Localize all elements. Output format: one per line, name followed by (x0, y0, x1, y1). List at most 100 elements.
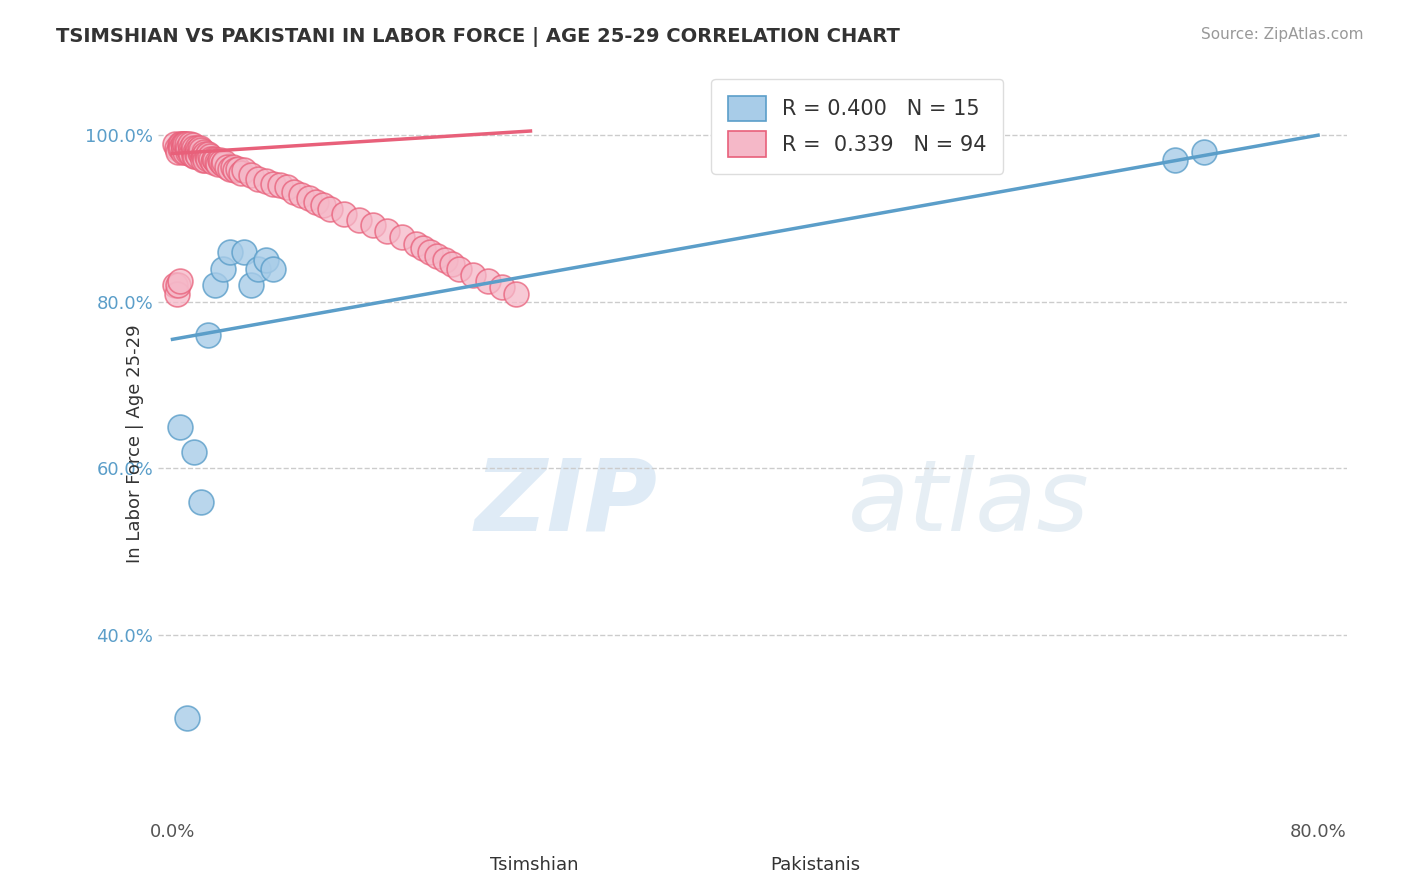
Point (187, 143, 209, 157)
Point (254, 174, 277, 188)
Point (180, 141, 202, 155)
Point (405, 236, 427, 251)
Point (1192, 145, 1215, 159)
Point (188, 141, 211, 155)
Point (167, 278, 190, 293)
Point (184, 149, 207, 163)
Text: Tsimshian: Tsimshian (491, 855, 578, 873)
Point (209, 154, 232, 169)
Point (491, 280, 513, 294)
Point (166, 141, 188, 155)
Point (197, 328, 219, 343)
Point (333, 207, 356, 221)
Legend: R = 0.400   N = 15, R =  0.339   N = 94: R = 0.400 N = 15, R = 0.339 N = 94 (711, 78, 1004, 174)
Text: Pakistanis: Pakistanis (770, 855, 860, 873)
Point (201, 154, 224, 169)
Point (176, 141, 198, 155)
Point (247, 171, 270, 186)
Point (207, 157, 229, 171)
Text: TSIMSHIAN VS PAKISTANI IN LABOR FORCE | AGE 25-29 CORRELATION CHART: TSIMSHIAN VS PAKISTANI IN LABOR FORCE | … (56, 27, 900, 46)
Y-axis label: In Labor Force | Age 25-29: In Labor Force | Age 25-29 (127, 324, 145, 563)
Point (176, 711, 198, 725)
Point (183, 141, 205, 155)
Point (233, 163, 256, 178)
Point (233, 244, 256, 259)
Point (319, 202, 342, 216)
Point (166, 286, 188, 301)
Point (188, 145, 211, 159)
Text: Source: ZipAtlas.com: Source: ZipAtlas.com (1201, 27, 1364, 42)
Point (205, 154, 228, 169)
Point (208, 153, 231, 168)
Point (183, 445, 205, 459)
Point (276, 179, 298, 194)
Point (169, 136, 191, 151)
Point (194, 153, 217, 168)
Point (240, 278, 263, 293)
Point (186, 146, 208, 161)
Point (211, 157, 233, 171)
Point (262, 261, 284, 276)
Point (179, 136, 201, 151)
Point (312, 198, 335, 212)
Point (173, 136, 195, 151)
Point (187, 149, 209, 163)
Point (198, 149, 221, 163)
Point (170, 136, 193, 151)
Point (176, 136, 198, 151)
Point (195, 149, 218, 163)
Point (174, 145, 197, 159)
Point (477, 274, 499, 288)
Text: atlas: atlas (848, 455, 1090, 552)
Point (375, 224, 398, 238)
Point (193, 149, 215, 163)
Point (191, 149, 214, 163)
Point (165, 278, 187, 293)
Point (221, 160, 243, 174)
Point (172, 136, 194, 151)
Point (228, 161, 250, 176)
Point (505, 286, 527, 301)
Point (180, 146, 202, 161)
Point (212, 154, 235, 169)
Point (202, 152, 225, 166)
Point (240, 168, 263, 182)
Point (218, 161, 240, 176)
Point (200, 152, 222, 166)
Point (211, 261, 233, 276)
Point (190, 146, 212, 161)
Point (247, 261, 270, 276)
Point (191, 153, 214, 168)
Point (179, 145, 201, 159)
Point (197, 146, 219, 161)
Point (177, 141, 200, 155)
Text: ZIP: ZIP (474, 455, 658, 552)
Point (204, 278, 226, 293)
Point (184, 145, 207, 159)
Point (433, 253, 456, 268)
Point (412, 241, 434, 255)
Point (174, 136, 197, 151)
Point (167, 145, 190, 159)
Point (170, 141, 193, 155)
Point (183, 149, 205, 163)
Point (254, 253, 277, 268)
Point (169, 274, 191, 288)
Point (215, 160, 238, 174)
Point (361, 218, 384, 232)
Point (172, 145, 194, 159)
Point (297, 191, 319, 205)
Point (165, 136, 187, 151)
Point (177, 145, 200, 159)
Point (181, 143, 204, 157)
Point (262, 177, 284, 191)
Point (169, 420, 191, 434)
Point (193, 145, 215, 159)
Point (197, 152, 219, 166)
Point (194, 146, 217, 161)
Point (231, 166, 253, 180)
Point (190, 495, 212, 509)
Point (269, 178, 291, 193)
Point (1164, 153, 1187, 168)
Point (283, 185, 305, 199)
